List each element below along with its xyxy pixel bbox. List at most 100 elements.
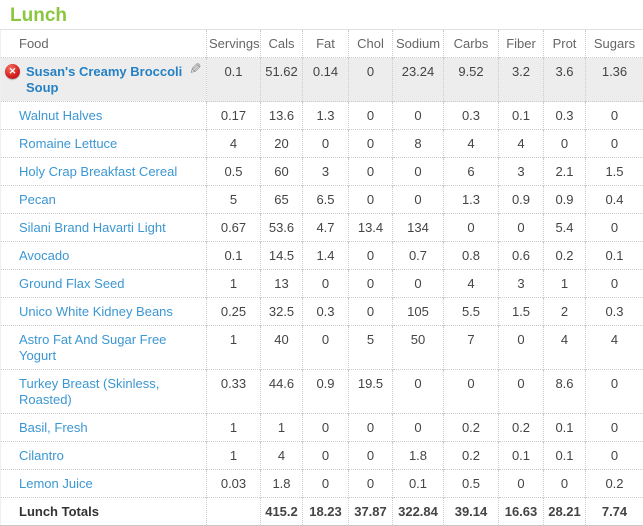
column-header-cals: Cals [261,30,303,58]
edit-icon[interactable]: ✎ [189,62,202,78]
food-cell: Silani Brand Havarti Light [1,214,207,242]
value-cell-prot: 0.2 [544,242,586,270]
column-header-sodium: Sodium [393,30,444,58]
value-cell-sodium: 0 [393,414,444,442]
value-cell-sugars: 0.4 [586,186,643,214]
value-cell-servings: 0.5 [207,158,261,186]
food-link[interactable]: Ground Flax Seed [19,276,125,291]
value-cell-cals: 65 [261,186,303,214]
food-link[interactable]: Silani Brand Havarti Light [19,220,166,235]
value-cell-fiber: 0.1 [499,102,544,130]
column-header-servings: Servings [207,30,261,58]
column-header-carbs: Carbs [444,30,499,58]
value-cell-sugars: 0.1 [586,242,643,270]
food-link[interactable]: Romaine Lettuce [19,136,117,151]
value-cell-sodium: 23.24 [393,58,444,102]
value-cell-carbs: 6 [444,158,499,186]
value-cell-prot: 2 [544,298,586,326]
value-cell-sugars: 0 [586,130,643,158]
value-cell-carbs: 0 [444,214,499,242]
value-cell-chol: 13.4 [349,214,393,242]
value-cell-servings: 1 [207,270,261,298]
value-cell-prot: 0.1 [544,414,586,442]
value-cell-prot: 0.1 [544,442,586,470]
value-cell-carbs: 0.2 [444,442,499,470]
value-cell-sodium: 1.8 [393,442,444,470]
value-cell-chol: 0 [349,470,393,498]
food-link[interactable]: Turkey Breast (Skinless, Roasted) [19,376,159,407]
food-cell: Ground Flax Seed [1,270,207,298]
column-header-sugars: Sugars [586,30,643,58]
food-cell: Cilantro [1,442,207,470]
value-cell-sodium: 0.1 [393,470,444,498]
value-cell-sugars: 0 [586,442,643,470]
column-header-chol: Chol [349,30,393,58]
food-cell: Lemon Juice [1,470,207,498]
value-cell-fiber: 4 [499,130,544,158]
delete-icon[interactable]: ✕ [5,64,20,79]
column-header-prot: Prot [544,30,586,58]
value-cell-fiber: 0 [499,326,544,370]
value-cell-cals: 53.6 [261,214,303,242]
value-cell-sodium: 0 [393,186,444,214]
value-cell-fat: 0.3 [303,298,349,326]
food-cell: Pecan [1,186,207,214]
value-cell-fiber: 3 [499,158,544,186]
food-link[interactable]: Pecan [19,192,56,207]
value-cell-fat: 1.3 [303,102,349,130]
food-link[interactable]: Holy Crap Breakfast Cereal [19,164,177,179]
value-cell-cals: 44.6 [261,370,303,414]
value-cell-carbs: 4 [444,130,499,158]
value-cell-fat: 0 [303,414,349,442]
food-link[interactable]: Lemon Juice [19,476,93,491]
food-link[interactable]: Unico White Kidney Beans [19,304,173,319]
value-cell-fat: 0 [303,442,349,470]
food-cell: Turkey Breast (Skinless, Roasted) [1,370,207,414]
value-cell-servings: 1 [207,326,261,370]
food-link[interactable]: Susan's Creamy Broccoli Soup [26,64,182,95]
food-link[interactable]: Walnut Halves [19,108,102,123]
value-cell-servings: 1 [207,442,261,470]
value-cell-cals: 13.6 [261,102,303,130]
value-cell-chol: 0 [349,242,393,270]
value-cell-chol: 0 [349,102,393,130]
value-cell-fat: 0.9 [303,370,349,414]
food-cell: Holy Crap Breakfast Cereal [1,158,207,186]
value-cell-sodium: 0 [393,102,444,130]
value-cell-carbs: 4 [444,270,499,298]
value-cell-prot: 1 [544,270,586,298]
value-cell-cals: 20 [261,130,303,158]
food-link[interactable]: Astro Fat And Sugar Free Yogurt [19,332,166,363]
value-cell-sugars: 1.36 [586,58,643,102]
value-cell-chol: 0 [349,158,393,186]
value-cell-sugars: 0 [586,102,643,130]
value-cell-fiber: 0.2 [499,414,544,442]
value-cell-sugars: 0 [586,270,643,298]
column-header-fat: Fat [303,30,349,58]
value-cell-fiber: 0 [499,214,544,242]
value-cell-carbs: 0.8 [444,242,499,270]
value-cell-sugars: 0 [586,414,643,442]
food-cell: Astro Fat And Sugar Free Yogurt [1,326,207,370]
lunch-table: Food Servings Cals Fat Chol Sodium Carbs… [0,29,643,526]
value-cell-chol: 0 [349,58,393,102]
food-cell: Basil, Fresh [1,414,207,442]
food-link[interactable]: Avocado [19,248,69,263]
value-cell-fiber: 3.2 [499,58,544,102]
value-cell-carbs: 7 [444,326,499,370]
value-cell-servings: 0.1 [207,58,261,102]
food-link[interactable]: Basil, Fresh [19,420,88,435]
value-cell-chol: 0 [349,442,393,470]
food-link[interactable]: Cilantro [19,448,64,463]
value-cell-carbs: 1.3 [444,186,499,214]
value-cell-fiber: 0.1 [499,442,544,470]
value-cell-sodium: 50 [393,326,444,370]
value-cell-prot: 8.6 [544,370,586,414]
value-cell-cals: 32.5 [261,298,303,326]
